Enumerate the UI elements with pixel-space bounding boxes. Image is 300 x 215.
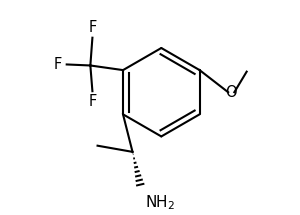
Text: F: F <box>53 57 62 72</box>
Text: NH$_2$: NH$_2$ <box>145 193 175 212</box>
Text: F: F <box>88 20 97 35</box>
Text: F: F <box>88 94 97 109</box>
Text: O: O <box>225 85 237 100</box>
